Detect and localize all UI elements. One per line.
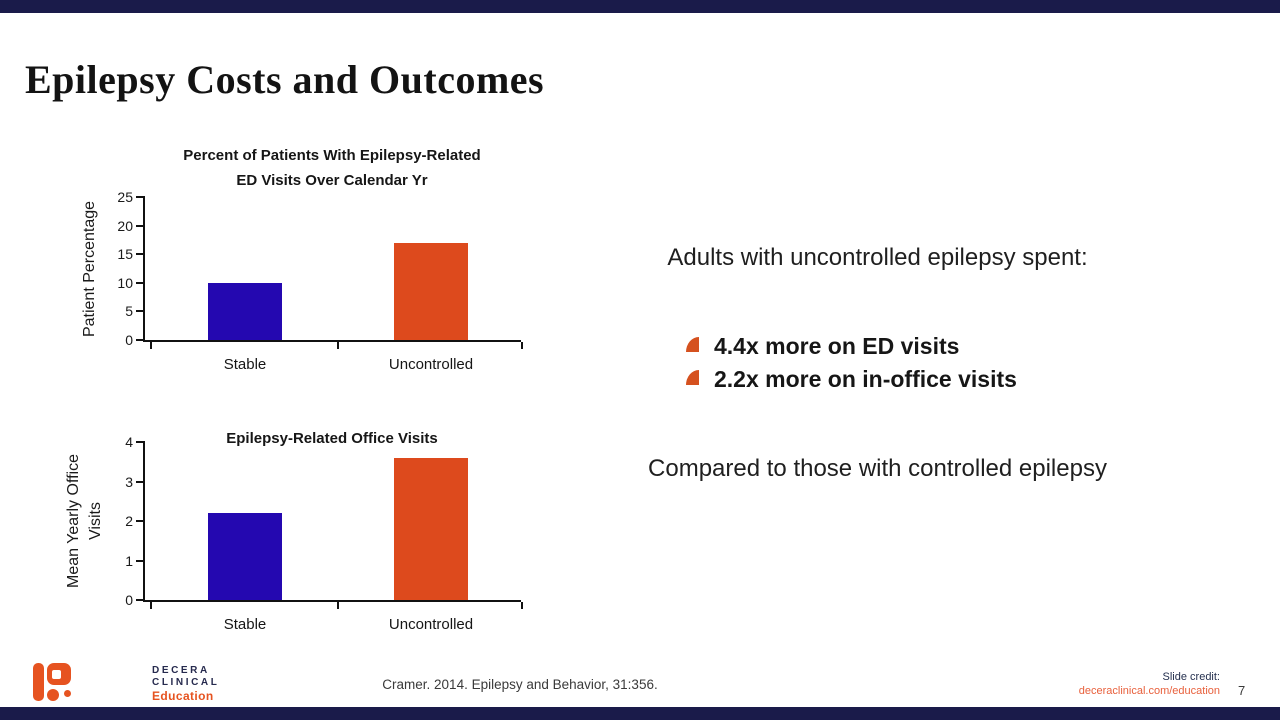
chart-title: Percent of Patients With Epilepsy-Relate… xyxy=(183,147,481,189)
logo-text-education: Education xyxy=(152,689,214,703)
y-tick-label: 5 xyxy=(125,303,133,320)
bar-uncontrolled xyxy=(394,242,468,340)
category-label: Uncontrolled xyxy=(388,356,474,373)
y-tick-mark xyxy=(136,441,145,443)
slide-credit-link[interactable]: deceraclinical.com/education xyxy=(1078,685,1220,697)
y-tick-label: 0 xyxy=(125,592,133,608)
logo-shape xyxy=(47,689,59,701)
x-tick-mark xyxy=(521,602,523,609)
decera-logo-icon xyxy=(33,663,71,701)
x-tick-mark xyxy=(150,602,152,609)
y-tick-mark xyxy=(136,281,145,284)
quarter-circle-bullet-icon xyxy=(686,337,699,352)
citation: Cramer. 2014. Epilepsy and Behavior, 31:… xyxy=(382,677,658,692)
logo-text-decera: DECERA xyxy=(152,665,210,676)
y-tick-mark xyxy=(136,224,145,227)
list-item: 2.2x more on in-office visits xyxy=(686,364,1017,397)
logo-text-clinical: CLINICAL xyxy=(152,677,220,688)
logo-shape xyxy=(33,663,44,701)
x-tick-mark xyxy=(521,342,523,349)
top-accent-bar xyxy=(0,0,1280,13)
ed-visits-plot: Patient Percentage 0 5 10 15 20 25 Stable Uncon… xyxy=(81,189,523,373)
right-panel-heading: Adults with uncontrolled epilepsy spent: xyxy=(667,244,1088,271)
x-tick-mark xyxy=(337,342,339,349)
y-tick-mark xyxy=(136,520,145,522)
slide-credit-label: Slide credit: xyxy=(1162,671,1220,683)
page-number: 7 xyxy=(1238,683,1246,698)
y-tick-mark xyxy=(136,196,145,198)
y-tick-label: 1 xyxy=(125,552,133,569)
y-tick-mark xyxy=(136,253,145,256)
bar-stable xyxy=(208,513,282,600)
decera-logo: DECERA CLINICAL Education xyxy=(33,663,233,703)
bar-uncontrolled xyxy=(394,457,468,600)
office-visits-plot: Mean Yearly Office Visits 0 1 2 3 4 Stable Unc… xyxy=(65,434,523,633)
chart-title: Epilepsy-Related Office Visits xyxy=(226,430,438,447)
logo-shape xyxy=(52,670,61,679)
bar-stable xyxy=(208,282,282,340)
y-tick-mark xyxy=(136,310,145,313)
bullet-text: 4.4x more on ED visits xyxy=(714,333,960,359)
bullet-text: 2.2x more on in-office visits xyxy=(714,366,1017,392)
y-tick-label: 4 xyxy=(125,434,133,450)
quarter-circle-bullet-icon xyxy=(686,370,699,385)
y-tick-mark xyxy=(136,480,145,483)
list-item: 4.4x more on ED visits xyxy=(686,331,1017,364)
y-tick-label: 2 xyxy=(125,513,133,529)
y-tick-label: 0 xyxy=(125,332,133,348)
x-tick-mark xyxy=(150,342,152,349)
y-tick-label: 10 xyxy=(117,274,133,291)
y-tick-mark xyxy=(136,339,145,341)
category-label: Uncontrolled xyxy=(388,616,474,633)
y-tick-label: 3 xyxy=(125,473,133,490)
category-label: Stable xyxy=(223,616,267,633)
y-tick-mark xyxy=(136,599,145,601)
category-label: Stable xyxy=(223,356,267,373)
y-tick-label: 15 xyxy=(117,246,133,263)
y-tick-mark xyxy=(136,559,145,562)
x-tick-mark xyxy=(337,602,339,609)
bullet-list: 4.4x more on ED visits 2.2x more on in-o… xyxy=(686,331,1017,397)
slide-title: Epilepsy Costs and Outcomes xyxy=(25,57,545,102)
y-tick-label: 25 xyxy=(117,189,133,205)
y-tick-label: 20 xyxy=(117,217,133,234)
bottom-accent-bar xyxy=(0,707,1280,720)
slide-credit: Slide credit: deceraclinical.com/educati… xyxy=(1079,670,1220,698)
right-panel-footnote: Compared to those with controlled epilep… xyxy=(648,455,1107,482)
logo-shape xyxy=(64,690,71,697)
